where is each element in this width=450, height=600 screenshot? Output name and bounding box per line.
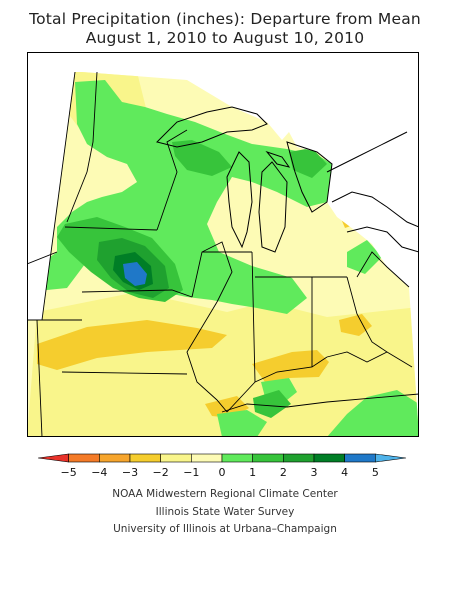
map-frame	[27, 52, 419, 437]
credit-uiuc: University of Illinois at Urbana–Champai…	[113, 523, 337, 535]
lake-huron	[286, 141, 333, 213]
field-wet-5	[123, 262, 147, 286]
nebraska-iowa-border	[27, 251, 58, 265]
ontario-shore	[326, 131, 408, 173]
canada-lakes	[346, 226, 419, 253]
legend-tick-label: −3	[122, 466, 138, 479]
legend-tick-label: −2	[153, 466, 169, 479]
legend-swatch	[160, 453, 192, 463]
minnesota-west-border	[66, 171, 88, 223]
legend-swatch	[99, 453, 131, 463]
legend-tick-label: 0	[219, 466, 226, 479]
legend-tick-label: 5	[372, 466, 379, 479]
legend-tick-label: −4	[91, 466, 107, 479]
lake-michigan	[226, 151, 253, 249]
minnesota-iowa-border	[64, 226, 158, 231]
kansas-missouri-border	[36, 319, 43, 438]
credit-isws: Illinois State Water Survey	[155, 506, 295, 518]
legend-swatch	[129, 453, 161, 463]
tennessee-border	[221, 393, 419, 413]
field-wet-2	[289, 148, 327, 178]
legend-tick-label: 4	[341, 466, 348, 479]
legend-tick-label: 2	[280, 466, 287, 479]
legend-swatch	[344, 453, 376, 463]
legend-swatch	[252, 453, 284, 463]
iowa-missouri-border	[81, 289, 193, 298]
field-dry-band	[252, 350, 329, 382]
lake-erie-shore	[356, 251, 410, 288]
legend-tick-label: −1	[183, 466, 199, 479]
minnesota-wisconsin-border	[156, 129, 188, 231]
field-wet-1	[347, 240, 382, 274]
field-wet-1	[327, 390, 419, 437]
lake-superior	[156, 106, 268, 148]
state-boundaries	[27, 71, 419, 438]
mississippi-river	[191, 241, 233, 303]
lake-ontario-shore	[331, 191, 419, 228]
map-title-line-1: Total Precipitation (inches): Departure …	[29, 10, 421, 28]
missouri-arkansas-border	[61, 371, 188, 375]
legend-color-bar	[38, 453, 407, 463]
legend-swatch	[313, 453, 345, 463]
ohio-river	[254, 356, 328, 383]
illinois-west-border	[186, 301, 228, 413]
legend-swatch	[375, 453, 407, 463]
field-wet-2	[172, 140, 232, 176]
field-dry-band	[339, 314, 372, 336]
legend-swatch	[283, 453, 315, 463]
field-wet-2	[253, 390, 291, 418]
credit-noaa: NOAA Midwestern Regional Climate Center	[112, 488, 338, 500]
map-title-line-2: August 1, 2010 to August 10, 2010	[85, 29, 365, 47]
legend-tick-label: 1	[249, 466, 256, 479]
great-lakes-shorelines	[156, 106, 419, 253]
legend-tick-labels: −5 −4 −3 −2 −1 0 1 2 3 4 5	[61, 466, 379, 479]
lower-michigan	[258, 161, 288, 253]
minnesota-dakota-border	[86, 71, 98, 173]
western-edge	[41, 71, 76, 321]
legend-swatch	[68, 453, 100, 463]
legend-swatch	[38, 453, 69, 463]
michigan-upper-peninsula	[265, 150, 291, 168]
field-wet-1	[217, 410, 267, 437]
legend-tick-label: −5	[61, 466, 77, 479]
legend-tick-label: 3	[311, 466, 318, 479]
precipitation-departure-map	[27, 52, 419, 438]
color-scale-legend: −5 −4 −3 −2 −1 0 1 2 3 4 5	[38, 453, 407, 479]
legend-swatch	[221, 453, 253, 463]
legend-swatch	[191, 453, 223, 463]
field-dry-band	[37, 320, 227, 370]
ohio-wv-border	[346, 276, 388, 353]
kentucky-border	[326, 351, 413, 368]
